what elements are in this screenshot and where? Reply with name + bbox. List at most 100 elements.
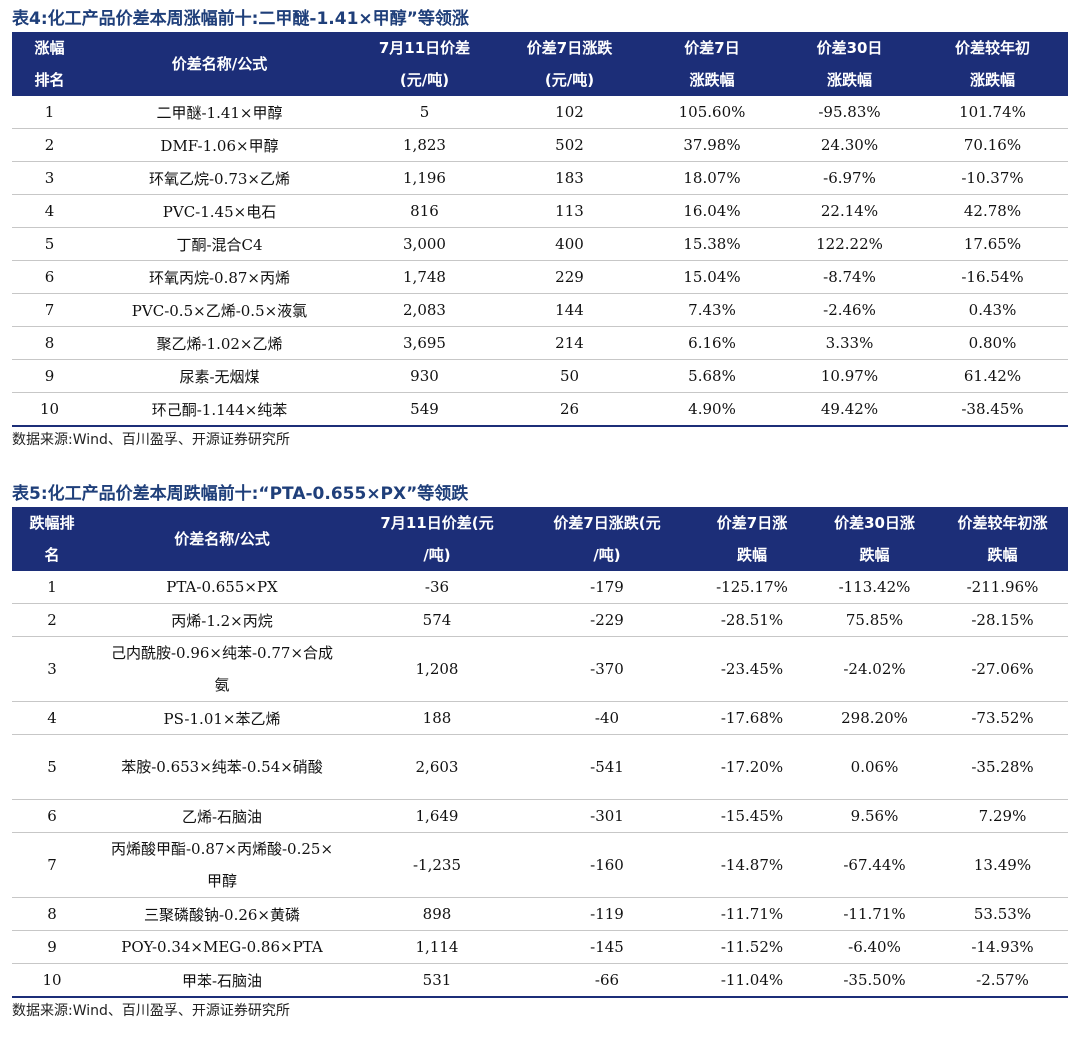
- cell-spread: 3,000: [352, 227, 497, 261]
- table-row: 8 三聚磷酸钠-0.26×黄磷 898 -119 -11.71% -11.71% 53.53…: [12, 897, 1068, 931]
- cell-ytd: 0.80%: [917, 326, 1068, 360]
- cell-rank: 4: [12, 194, 87, 228]
- cell-spread: 3,695: [352, 326, 497, 360]
- cell-rank: 4: [12, 701, 92, 735]
- table4-header-chg7: 价差7日涨跌: [497, 32, 642, 64]
- cell-chg7: 50: [497, 359, 642, 393]
- cell-name: 尿素-无烟煤: [87, 359, 352, 393]
- cell-ytd: -38.45%: [917, 392, 1068, 427]
- cell-chg7: -179: [522, 571, 692, 604]
- cell-name-text: 环氧乙烷-0.73×乙烯: [148, 169, 291, 188]
- cell-pct7: -15.45%: [692, 799, 812, 833]
- table-row: 3 己内酰胺-0.96×纯苯-0.77×合成氨 1,208 -370 -23.45% -2…: [12, 636, 1068, 702]
- cell-rank: 5: [12, 227, 87, 261]
- cell-chg7: 400: [497, 227, 642, 261]
- cell-spread: -36: [352, 571, 522, 604]
- cell-ytd: 42.78%: [917, 194, 1068, 228]
- cell-ytd: -35.28%: [937, 734, 1068, 800]
- cell-rank: 2: [12, 128, 87, 162]
- cell-rank: 9: [12, 930, 92, 964]
- cell-ytd: 7.29%: [937, 799, 1068, 833]
- cell-pct7: 15.04%: [642, 260, 782, 294]
- cell-pct30: 9.56%: [812, 799, 937, 833]
- cell-chg7: -160: [522, 832, 692, 898]
- table4-header-name: 价差名称/公式: [87, 32, 352, 96]
- cell-pct30: -24.02%: [812, 636, 937, 702]
- cell-name: 丁酮-混合C4: [87, 227, 352, 261]
- cell-spread: 2,083: [352, 293, 497, 327]
- cell-pct7: -125.17%: [692, 571, 812, 604]
- table4-header-rank-2: 排名: [12, 64, 87, 96]
- cell-pct7: -11.71%: [692, 897, 812, 931]
- table5-header-spread: 7月11日价差(元: [352, 507, 522, 539]
- table-row: 4 PVC-1.45×电石 816 113 16.04% 22.14% 42.78%: [12, 194, 1068, 228]
- table-row: 6 乙烯-石脑油 1,649 -301 -15.45% 9.56% 7.29%: [12, 799, 1068, 833]
- cell-spread: 816: [352, 194, 497, 228]
- table4-header-chg7-2: (元/吨): [497, 64, 642, 96]
- cell-name: 苯胺-0.653×纯苯-0.54×硝酸: [92, 734, 352, 800]
- cell-pct7: 4.90%: [642, 392, 782, 427]
- cell-name-text: 乙烯-石脑油: [181, 807, 263, 826]
- cell-name: 乙烯-石脑油: [92, 799, 352, 833]
- cell-name: PVC-1.45×电石: [87, 194, 352, 228]
- cell-name-text: 环己酮-1.144×纯苯: [151, 400, 288, 419]
- table5-header-chg7: 价差7日涨跌(元: [522, 507, 692, 539]
- cell-pct7: 105.60%: [642, 96, 782, 129]
- cell-ytd: 61.42%: [917, 359, 1068, 393]
- table5-header-pct30-2: 跌幅: [812, 539, 937, 571]
- cell-pct7: 6.16%: [642, 326, 782, 360]
- table-row: 2 DMF-1.06×甲醇 1,823 502 37.98% 24.30% 70.16%: [12, 128, 1068, 162]
- cell-name-text: DMF-1.06×甲醇: [160, 136, 279, 155]
- cell-rank: 3: [12, 161, 87, 195]
- cell-spread: 531: [352, 963, 522, 998]
- cell-ytd: -73.52%: [937, 701, 1068, 735]
- cell-name: PS-1.01×苯乙烯: [92, 701, 352, 735]
- cell-name-text: 己内酰胺-0.96×纯苯-0.77×合成氨: [110, 644, 334, 694]
- table4-body: 1 二甲醚-1.41×甲醇 5 102 105.60% -95.83% 101.74% 2 DM…: [12, 96, 1068, 427]
- cell-pct7: 15.38%: [642, 227, 782, 261]
- cell-rank: 1: [12, 571, 92, 604]
- cell-chg7: -119: [522, 897, 692, 931]
- cell-spread: -1,235: [352, 832, 522, 898]
- cell-rank: 6: [12, 799, 92, 833]
- table5-header-rank: 跌幅排: [12, 507, 92, 539]
- cell-pct7: -17.68%: [692, 701, 812, 735]
- cell-chg7: 113: [497, 194, 642, 228]
- table-row: 5 苯胺-0.653×纯苯-0.54×硝酸 2,603 -541 -17.20% 0.06…: [12, 734, 1068, 800]
- table5-header-ytd: 价差较年初涨: [937, 507, 1068, 539]
- cell-name-text: PVC-1.45×电石: [162, 202, 277, 221]
- cell-name-text: 丁酮-混合C4: [176, 235, 263, 254]
- cell-rank: 7: [12, 293, 87, 327]
- table5-caption: 表5:化工产品价差本周跌幅前十:“PTA-0.655×PX”等领跌: [12, 484, 469, 504]
- cell-chg7: -66: [522, 963, 692, 998]
- cell-name-text: 二甲醚-1.41×甲醇: [156, 103, 283, 122]
- table4-header-rank: 涨幅: [12, 32, 87, 64]
- cell-name: PVC-0.5×乙烯-0.5×液氯: [87, 293, 352, 327]
- cell-chg7: 229: [497, 260, 642, 294]
- cell-pct30: 10.97%: [782, 359, 917, 393]
- cell-spread: 5: [352, 96, 497, 129]
- cell-ytd: -10.37%: [917, 161, 1068, 195]
- cell-name: PTA-0.655×PX: [92, 571, 352, 604]
- cell-rank: 8: [12, 326, 87, 360]
- cell-name-text: POY-0.34×MEG-0.86×PTA: [121, 938, 323, 956]
- cell-chg7: -145: [522, 930, 692, 964]
- cell-pct30: -67.44%: [812, 832, 937, 898]
- table5-source: 数据来源:Wind、百川盈孚、开源证券研究所: [12, 1003, 290, 1019]
- cell-chg7: -301: [522, 799, 692, 833]
- cell-chg7: 144: [497, 293, 642, 327]
- cell-pct30: 75.85%: [812, 603, 937, 637]
- cell-name-text: 三聚磷酸钠-0.26×黄磷: [143, 905, 301, 924]
- cell-spread: 930: [352, 359, 497, 393]
- table4-header-pct7-2: 涨跌幅: [642, 64, 782, 96]
- cell-name-text: 聚乙烯-1.02×乙烯: [156, 334, 283, 353]
- cell-pct7: 18.07%: [642, 161, 782, 195]
- table5-body: 1 PTA-0.655×PX -36 -179 -125.17% -113.42% -211…: [12, 571, 1068, 998]
- cell-ytd: -2.57%: [937, 963, 1068, 998]
- cell-chg7: -229: [522, 603, 692, 637]
- cell-ytd: 0.43%: [917, 293, 1068, 327]
- table4: 涨幅 价差名称/公式 7月11日价差 价差7日涨跌 价差7日 价差30日 价差较…: [12, 32, 1068, 427]
- cell-name-text: 丙烯酸甲酯-0.87×丙烯酸-0.25×甲醇: [110, 840, 334, 890]
- cell-pct30: -35.50%: [812, 963, 937, 998]
- table-row: 6 环氧丙烷-0.87×丙烯 1,748 229 15.04% -8.74% -16.54%: [12, 260, 1068, 294]
